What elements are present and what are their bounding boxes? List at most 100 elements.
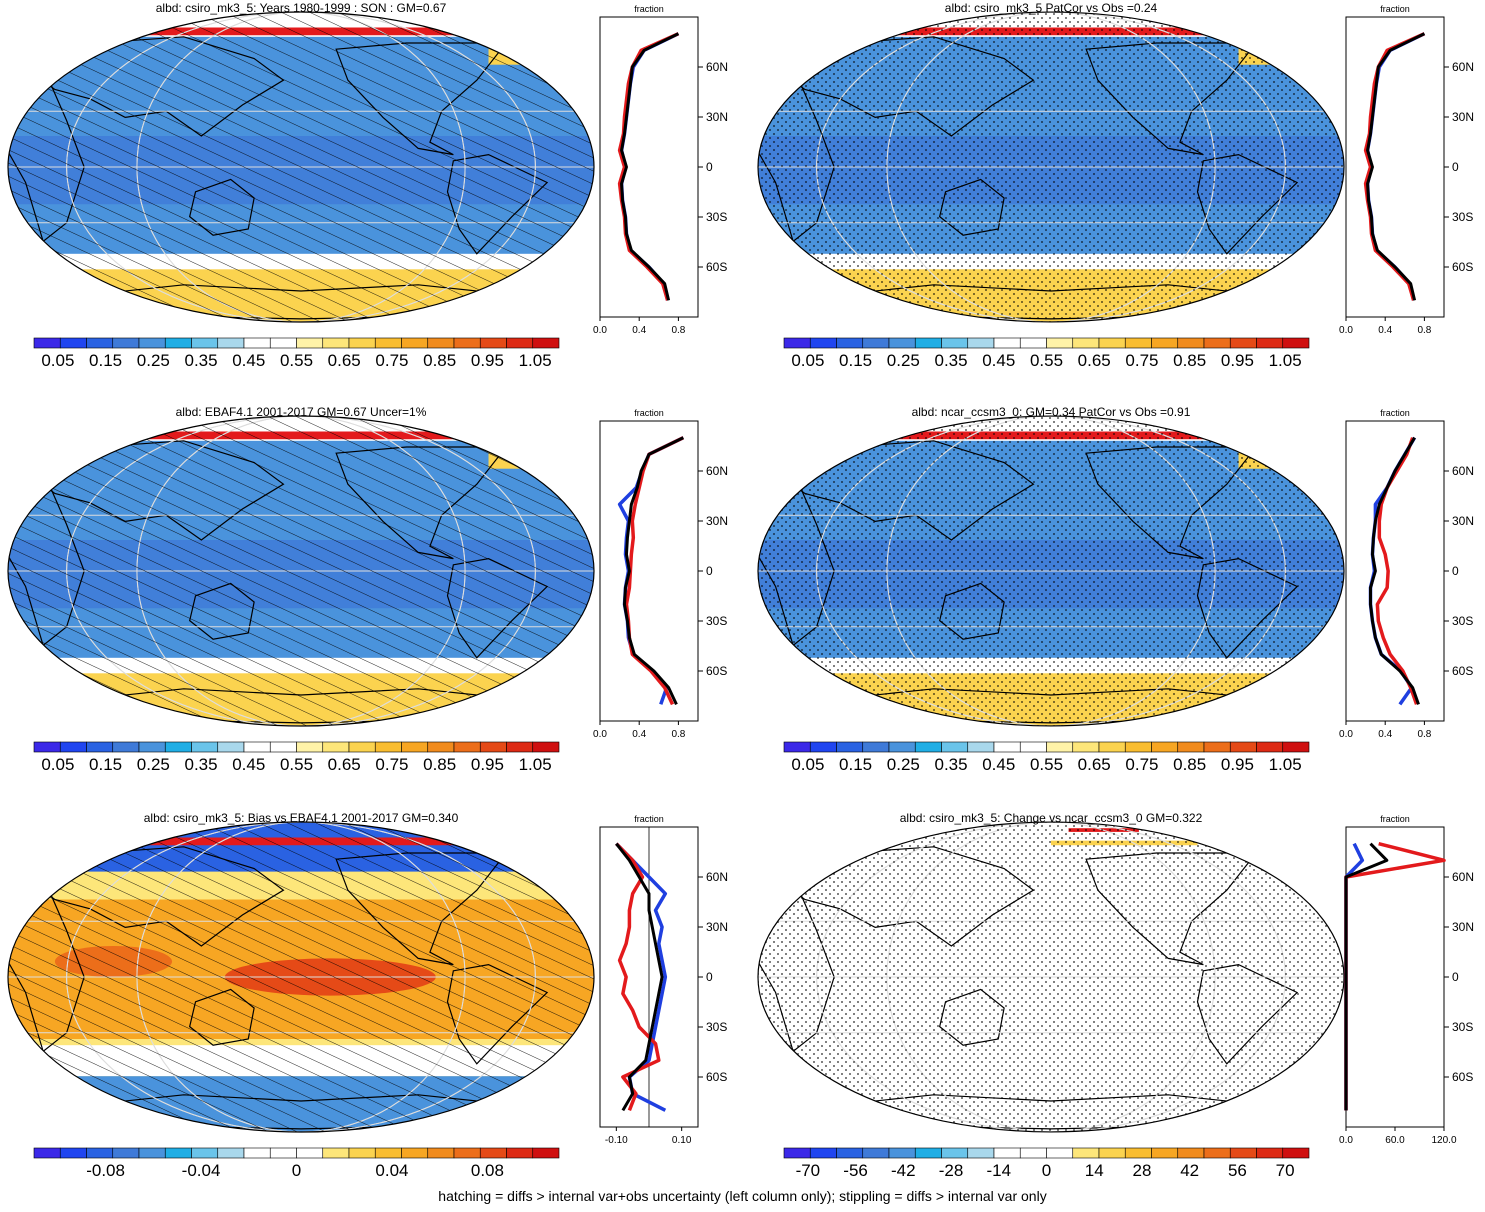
colorbar-label: 28 bbox=[1132, 1161, 1151, 1180]
colorbar-label: 0 bbox=[292, 1161, 301, 1180]
stipple-overlay bbox=[758, 12, 1344, 322]
colorbar-label: 1.05 bbox=[1269, 755, 1302, 774]
lat-tick-label: 30S bbox=[706, 210, 727, 224]
colorbar-box bbox=[164, 337, 192, 349]
colorbar-box bbox=[1256, 741, 1284, 753]
zonal-profile-2: fraction 60N 30N 0 30S 60S 0.0 0.4 0.8 bbox=[1339, 4, 1474, 336]
colorbar-label: 0.85 bbox=[1173, 755, 1206, 774]
colorbar-box bbox=[322, 1147, 350, 1159]
panel-title: albd: csiro_mk3_5 PatCor vs Obs =0.24 bbox=[945, 1, 1158, 15]
panel-title: albd: csiro_mk3_5: Change vs ncar_ccsm3_… bbox=[900, 811, 1203, 825]
colorbar-6: -70 -56 -42 -28 -14 0 14 28 42 56 70 bbox=[783, 1147, 1310, 1180]
colorbar-box bbox=[374, 337, 402, 349]
colorbar-box bbox=[322, 741, 350, 753]
colorbar-label: 0.35 bbox=[934, 755, 967, 774]
x-tick-label: 120.0 bbox=[1431, 1135, 1456, 1146]
colorbar-box bbox=[191, 337, 219, 349]
colorbar-box bbox=[374, 741, 402, 753]
zonal-profile-1: fraction 60N 30N 0 30S 60S 0.0 0.4 0.8 bbox=[593, 4, 728, 336]
colorbar-box bbox=[479, 1147, 507, 1159]
colorbar-box bbox=[296, 337, 324, 349]
x-tick-label: 0.8 bbox=[1417, 325, 1431, 336]
colorbar-box bbox=[269, 337, 297, 349]
colorbar-box bbox=[217, 1147, 245, 1159]
lat-tick-label: 60S bbox=[1452, 664, 1473, 678]
x-tick-label: 0.4 bbox=[632, 325, 646, 336]
colorbar-label: 0.75 bbox=[1125, 351, 1158, 370]
colorbar-label: 0.95 bbox=[1221, 755, 1254, 774]
colorbar-label: 0.15 bbox=[89, 755, 122, 774]
colorbar-label: 0.45 bbox=[232, 351, 265, 370]
colorbar-box bbox=[348, 337, 376, 349]
colorbar-box bbox=[1229, 741, 1257, 753]
profile-frame bbox=[1345, 826, 1445, 1128]
lat-tick-label: 60N bbox=[1452, 464, 1474, 478]
colorbar-box bbox=[401, 741, 429, 753]
colorbar-box bbox=[243, 337, 271, 349]
colorbar-box bbox=[269, 741, 297, 753]
colorbar-box bbox=[1124, 1147, 1152, 1159]
colorbar-box bbox=[112, 337, 140, 349]
colorbar-box bbox=[191, 741, 219, 753]
colorbar-box bbox=[967, 1147, 995, 1159]
colorbar-box bbox=[479, 741, 507, 753]
profile-frame bbox=[599, 420, 699, 722]
map-field bbox=[8, 12, 594, 322]
map-border bbox=[7, 11, 595, 323]
colorbar-label: 0.15 bbox=[89, 351, 122, 370]
colorbar-box bbox=[1072, 1147, 1100, 1159]
colorbar-box bbox=[993, 741, 1021, 753]
colorbar-label: 0.55 bbox=[280, 351, 313, 370]
colorbar-box bbox=[1098, 741, 1126, 753]
colorbar-box bbox=[862, 337, 890, 349]
lat-tick-label: 30S bbox=[706, 614, 727, 628]
map-field bbox=[8, 416, 594, 726]
lat-tick-label: 60N bbox=[706, 60, 728, 74]
colorbar-label: 0.15 bbox=[839, 351, 872, 370]
lat-tick-label: 30N bbox=[706, 514, 728, 528]
colorbar-box bbox=[1124, 741, 1152, 753]
map-border bbox=[7, 821, 595, 1133]
colorbar-box bbox=[86, 337, 114, 349]
colorbar-label: 0.95 bbox=[471, 351, 504, 370]
colorbar-box bbox=[1151, 337, 1179, 349]
colorbar-label: 0.45 bbox=[982, 351, 1015, 370]
lat-tick-label: 30S bbox=[706, 1020, 727, 1034]
colorbar-box bbox=[138, 741, 166, 753]
colorbar-label: 0.85 bbox=[1173, 351, 1206, 370]
colorbar-box bbox=[33, 337, 61, 349]
footer-note: hatching = diffs > internal var+obs unce… bbox=[438, 1188, 1047, 1204]
lat-tick-label: 60S bbox=[706, 260, 727, 274]
colorbar-2: 0.05 0.15 0.25 0.35 0.45 0.55 0.65 0.75 0.85 0.95… bbox=[783, 337, 1310, 370]
colorbar-label: -70 bbox=[796, 1161, 821, 1180]
colorbar-label: 0.75 bbox=[375, 351, 408, 370]
colorbar-box bbox=[1282, 1147, 1310, 1159]
lat-tick-label: 30N bbox=[706, 110, 728, 124]
colorbar-label: 0 bbox=[1042, 1161, 1051, 1180]
colorbar-box bbox=[374, 1147, 402, 1159]
colorbar-box bbox=[427, 337, 455, 349]
colorbar-label: 14 bbox=[1085, 1161, 1104, 1180]
colorbar-box bbox=[479, 337, 507, 349]
colorbar-box bbox=[1177, 741, 1205, 753]
panel-title: albd: csiro_mk3_5: Years 1980-1999 : SON… bbox=[156, 1, 447, 15]
colorbar-label: -0.08 bbox=[86, 1161, 125, 1180]
colorbar-box bbox=[836, 1147, 864, 1159]
colorbar-box bbox=[296, 741, 324, 753]
colorbar-box bbox=[322, 337, 350, 349]
colorbar-box bbox=[1203, 741, 1231, 753]
colorbar-box bbox=[836, 337, 864, 349]
colorbar-box bbox=[1019, 337, 1047, 349]
colorbar-label: 0.75 bbox=[375, 755, 408, 774]
colorbar-label: 0.85 bbox=[423, 351, 456, 370]
colorbar-label: 0.25 bbox=[137, 351, 170, 370]
profile-xlabel: fraction bbox=[1380, 814, 1410, 824]
colorbar-box bbox=[809, 741, 837, 753]
colorbar-box bbox=[427, 1147, 455, 1159]
profile-frame bbox=[1345, 16, 1445, 318]
colorbar-box bbox=[1203, 337, 1231, 349]
colorbar-box bbox=[243, 741, 271, 753]
stipple-overlay bbox=[758, 416, 1344, 726]
lat-tick-label: 30S bbox=[1452, 210, 1473, 224]
lat-tick-label: 60N bbox=[1452, 870, 1474, 884]
